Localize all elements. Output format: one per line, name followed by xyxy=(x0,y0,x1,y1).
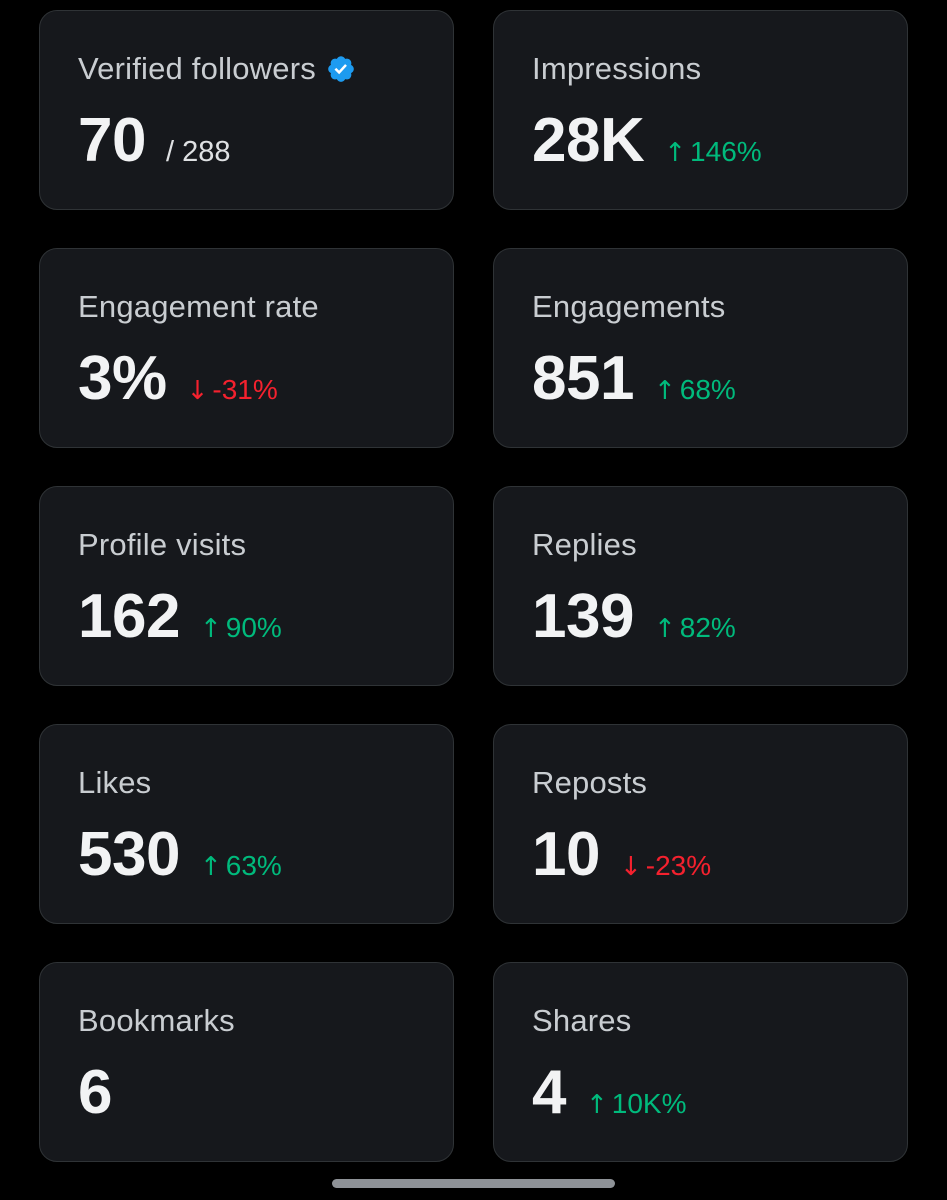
metric-value: 28K xyxy=(532,106,645,175)
arrow-up-icon: ↑ xyxy=(199,614,222,644)
value-row: 530 ↑ 63% xyxy=(78,823,453,887)
card-label: Engagement rate xyxy=(78,289,319,324)
metric-value: 3% xyxy=(78,344,167,413)
change-value: -31% xyxy=(212,374,278,405)
card-verified-followers[interactable]: Verified followers 70 / 288 xyxy=(39,10,454,210)
card-label: Profile visits xyxy=(78,527,247,562)
change-value: 82% xyxy=(679,612,736,643)
card-engagement-rate[interactable]: Engagement rate 3% ↓ -31% xyxy=(39,248,454,448)
metric-change: ↓ -31% xyxy=(187,374,278,406)
value-row: 70 / 288 xyxy=(78,109,453,173)
metric-change: ↑ 90% xyxy=(200,612,282,644)
metric-value: 6 xyxy=(78,1058,112,1127)
value-row: 10 ↓ -23% xyxy=(532,823,907,887)
change-value: 63% xyxy=(225,850,282,881)
verified-badge-icon xyxy=(328,56,354,82)
metric-value: 162 xyxy=(78,582,180,651)
metric-value: 530 xyxy=(78,820,180,889)
card-engagements[interactable]: Engagements 851 ↑ 68% xyxy=(493,248,908,448)
arrow-down-icon: ↓ xyxy=(186,376,209,406)
card-label: Impressions xyxy=(532,51,702,86)
change-value: 10K% xyxy=(611,1088,687,1119)
metric-total: / 288 xyxy=(165,136,231,168)
metric-value: 851 xyxy=(532,344,634,413)
change-value: 68% xyxy=(679,374,736,405)
metric-change: ↑ 10K% xyxy=(586,1088,687,1120)
arrow-up-icon: ↑ xyxy=(653,376,676,406)
value-row: 851 ↑ 68% xyxy=(532,347,907,411)
metric-change: ↑ 82% xyxy=(654,612,736,644)
card-label: Replies xyxy=(532,527,637,562)
card-reposts[interactable]: Reposts 10 ↓ -23% xyxy=(493,724,908,924)
value-row: 6 xyxy=(78,1061,453,1125)
metric-change: ↓ -23% xyxy=(620,850,711,882)
metric-value: 4 xyxy=(532,1058,566,1127)
card-likes[interactable]: Likes 530 ↑ 63% xyxy=(39,724,454,924)
card-label: Verified followers xyxy=(78,49,453,89)
card-replies[interactable]: Replies 139 ↑ 82% xyxy=(493,486,908,686)
card-impressions[interactable]: Impressions 28K ↑ 146% xyxy=(493,10,908,210)
value-row: 3% ↓ -31% xyxy=(78,347,453,411)
card-label: Likes xyxy=(78,765,152,800)
arrow-down-icon: ↓ xyxy=(619,852,642,882)
metric-change: ↑ 68% xyxy=(654,374,736,406)
card-label: Reposts xyxy=(532,765,648,800)
card-label: Engagements xyxy=(532,289,726,324)
value-row: 4 ↑ 10K% xyxy=(532,1061,907,1125)
card-label: Bookmarks xyxy=(78,1003,235,1038)
arrow-up-icon: ↑ xyxy=(664,138,687,168)
metric-value: 70 xyxy=(78,106,146,175)
analytics-grid: Verified followers 70 / 288 Impressions … xyxy=(39,10,908,1162)
metric-change: ↑ 146% xyxy=(664,136,761,168)
change-value: -23% xyxy=(645,850,712,881)
card-profile-visits[interactable]: Profile visits 162 ↑ 90% xyxy=(39,486,454,686)
change-value: 90% xyxy=(225,612,282,643)
metric-value: 139 xyxy=(532,582,634,651)
card-shares[interactable]: Shares 4 ↑ 10K% xyxy=(493,962,908,1162)
card-bookmarks[interactable]: Bookmarks 6 xyxy=(39,962,454,1162)
card-label-text: Verified followers xyxy=(78,51,316,86)
metric-change: ↑ 63% xyxy=(200,850,282,882)
value-row: 139 ↑ 82% xyxy=(532,585,907,649)
arrow-up-icon: ↑ xyxy=(199,852,222,882)
arrow-up-icon: ↑ xyxy=(585,1090,608,1120)
card-label: Shares xyxy=(532,1003,632,1038)
home-indicator[interactable] xyxy=(332,1179,615,1188)
change-value: 146% xyxy=(690,136,762,167)
metric-value: 10 xyxy=(532,820,600,889)
value-row: 162 ↑ 90% xyxy=(78,585,453,649)
value-row: 28K ↑ 146% xyxy=(532,109,907,173)
arrow-up-icon: ↑ xyxy=(653,614,676,644)
